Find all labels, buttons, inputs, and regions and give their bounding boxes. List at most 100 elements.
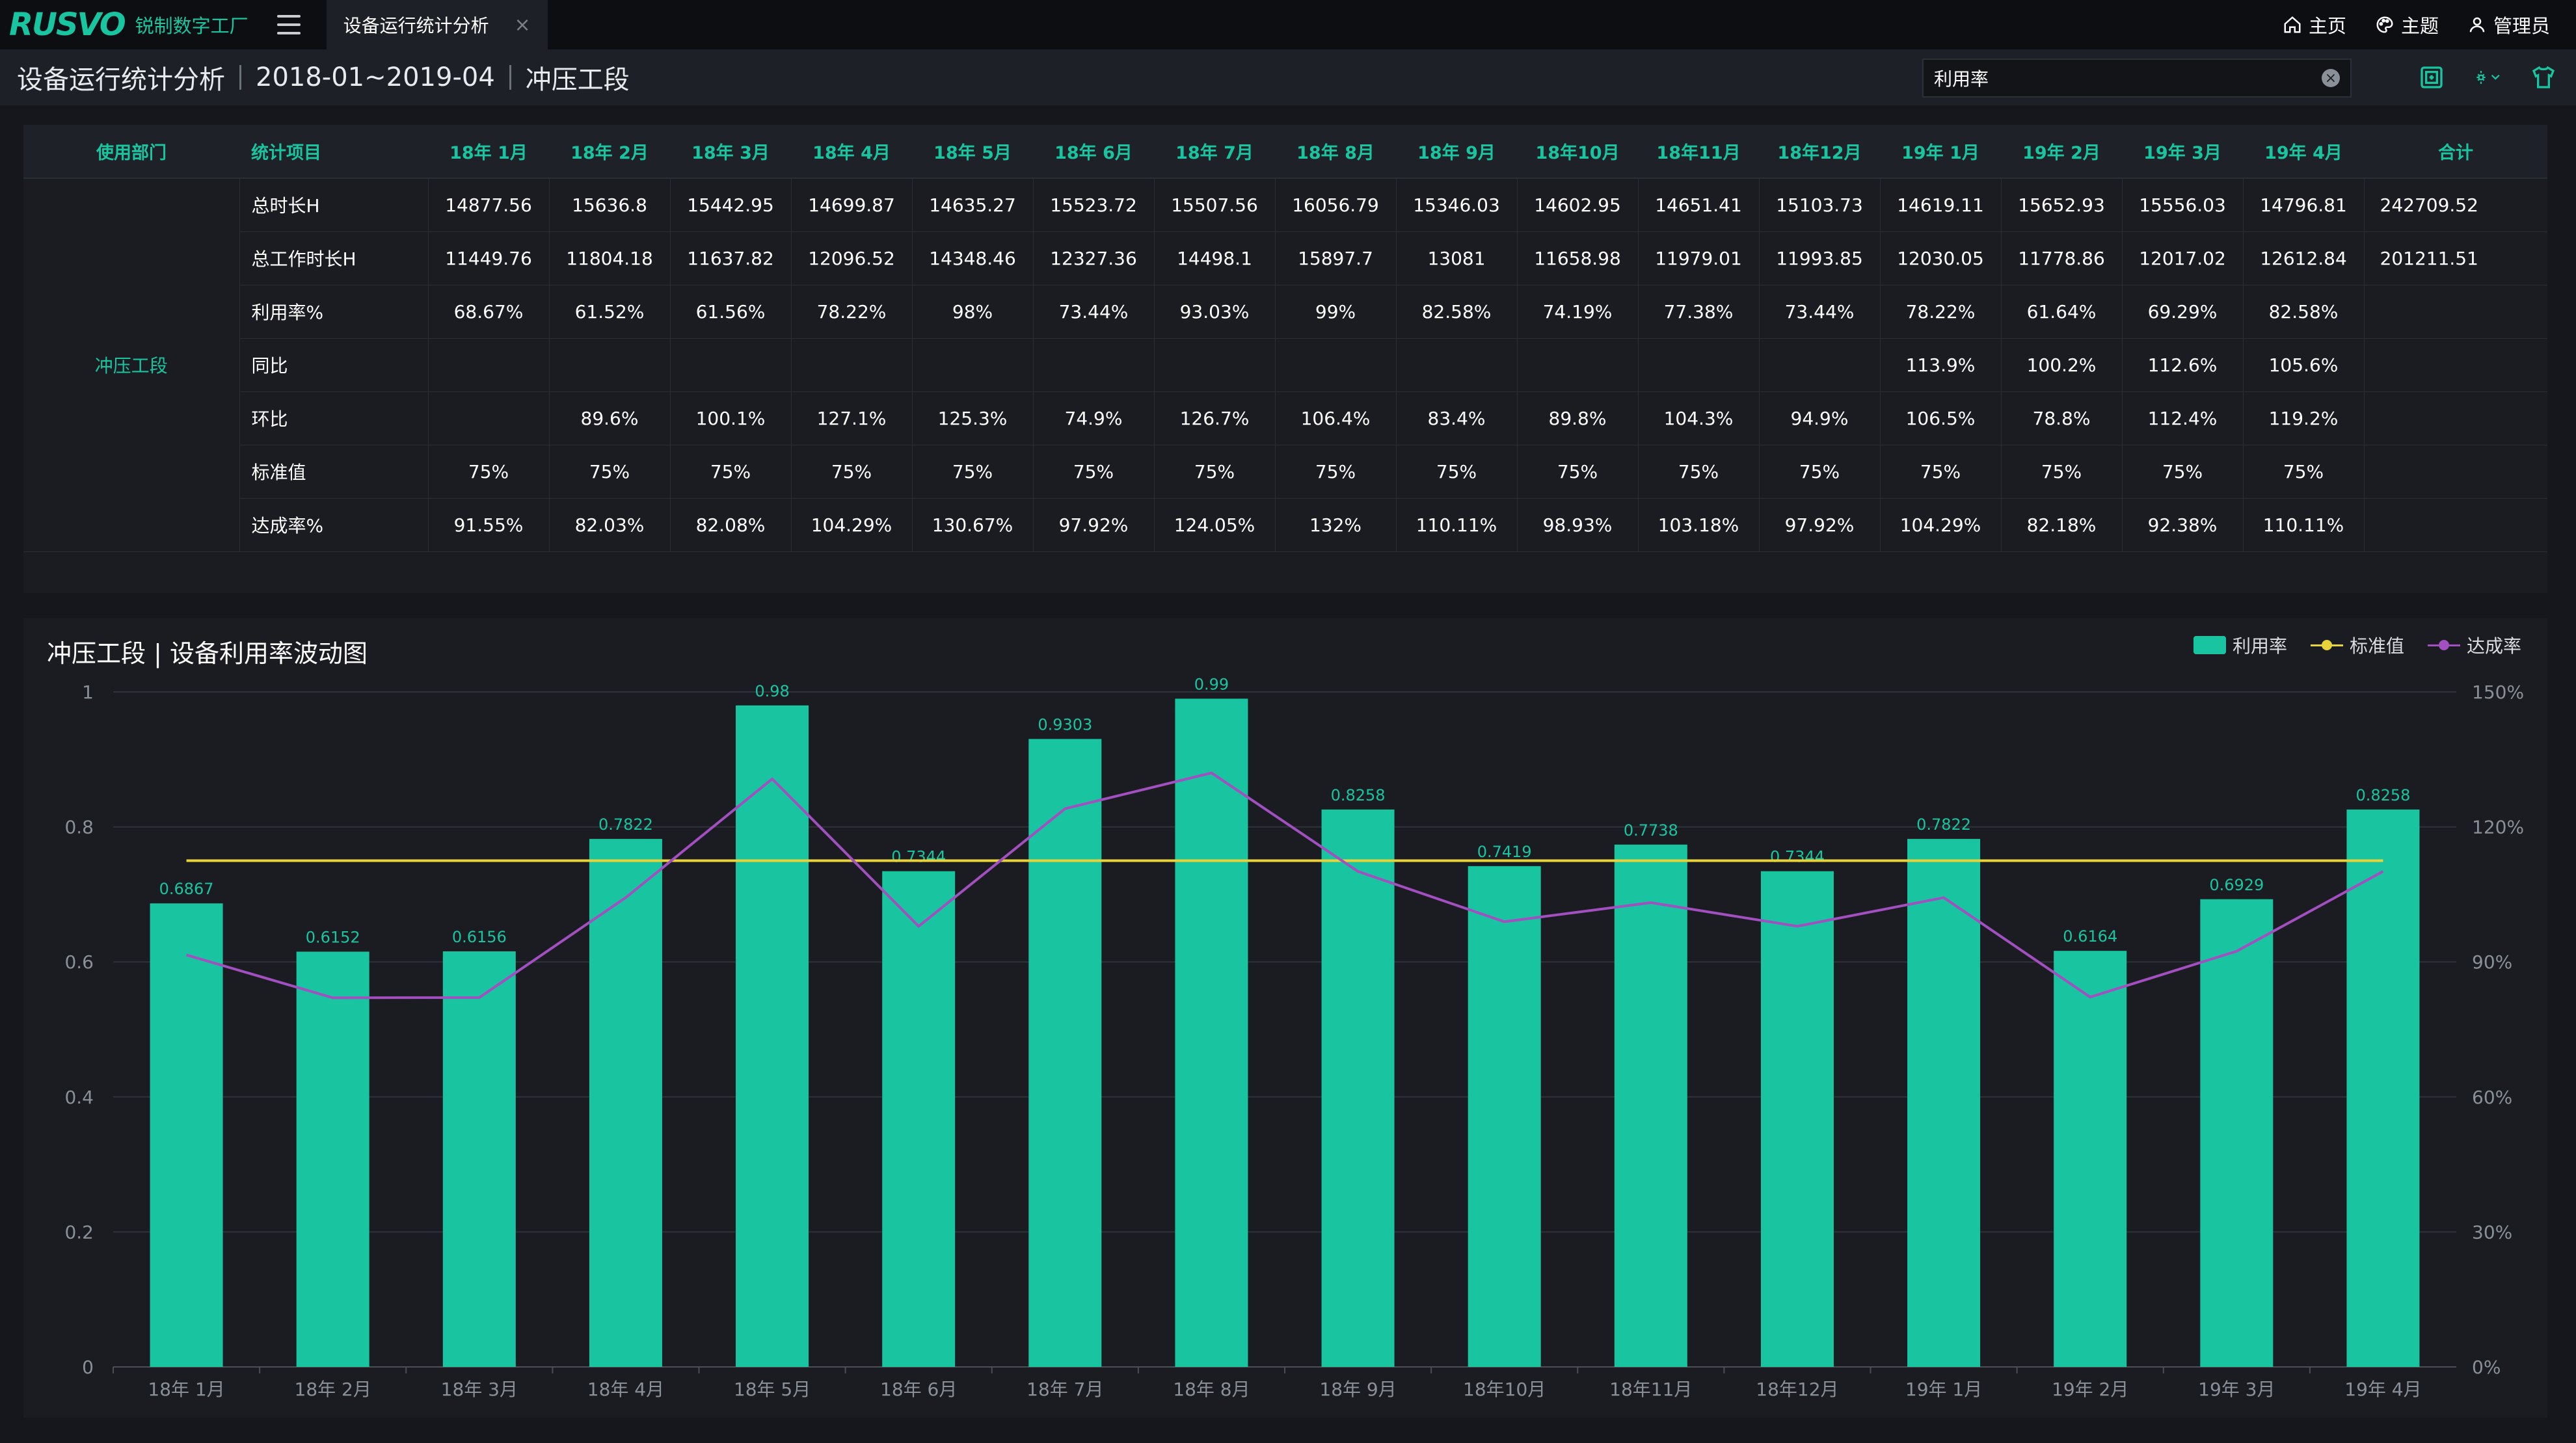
bar[interactable] xyxy=(296,951,369,1367)
column-header[interactable]: 18年 3月 xyxy=(670,125,791,179)
bar[interactable] xyxy=(589,839,662,1367)
table-row: 环比 89.6% 100.1% 127.1% 125.3% 74.9% 126.7% 106.… xyxy=(23,391,2547,445)
logo-subtitle: 锐制数字工厂 xyxy=(135,15,248,37)
table-cell: 75% xyxy=(1032,445,1154,499)
table-cell: 106.5% xyxy=(1879,391,2001,445)
date-range[interactable]: 2018-01~2019-04 xyxy=(256,62,495,92)
column-header[interactable]: 19年 1月 xyxy=(1880,125,2001,179)
table-cell: 98.93% xyxy=(1516,498,1638,552)
column-header[interactable]: 18年 8月 xyxy=(1275,125,1396,179)
column-header[interactable]: 18年12月 xyxy=(1759,125,1880,179)
table-cell: 75% xyxy=(2000,445,2122,499)
bar-value-label: 0.7419 xyxy=(1477,843,1532,861)
column-header[interactable]: 19年 2月 xyxy=(2001,125,2122,179)
title-bar: 设备运行统计分析 2018-01~2019-04 冲压工段 利用率 × xyxy=(0,49,2576,105)
bar[interactable] xyxy=(736,705,809,1367)
row-label: 环比 xyxy=(239,391,428,445)
bar-value-label: 0.8258 xyxy=(1331,786,1386,804)
column-header[interactable]: 18年 5月 xyxy=(912,125,1033,179)
bar-value-label: 0.6156 xyxy=(452,928,507,946)
legend-item-standard[interactable]: 标准值 xyxy=(2310,632,2404,658)
x-tick-label: 18年 6月 xyxy=(880,1379,957,1400)
toolbar xyxy=(2419,61,2556,94)
bar[interactable] xyxy=(1321,809,1395,1367)
logo[interactable]: RUSVO 锐制数字工厂 xyxy=(9,0,248,49)
table-cell: 14602.95 xyxy=(1516,178,1638,232)
table-cell: 75% xyxy=(1395,445,1517,499)
table-cell: 82.58% xyxy=(2242,285,2364,339)
bar-value-label: 0.6929 xyxy=(2209,876,2264,894)
y-left-tick-label: 0.4 xyxy=(64,1087,94,1108)
bar[interactable] xyxy=(442,951,516,1367)
table-cell: 75% xyxy=(669,445,791,499)
tab-close-icon[interactable]: × xyxy=(514,13,531,36)
top-nav: 主页 主题 管理员 xyxy=(2283,0,2550,49)
bar-value-label: 0.7344 xyxy=(1770,848,1825,866)
y-left-tick-label: 1 xyxy=(82,682,94,703)
x-tick-label: 18年 5月 xyxy=(734,1379,811,1400)
bar[interactable] xyxy=(1468,866,1541,1367)
legend-label: 利用率 xyxy=(2232,635,2287,657)
logo-mark: RUSVO xyxy=(9,7,126,43)
column-header[interactable]: 18年 6月 xyxy=(1033,125,1154,179)
total-cell xyxy=(2363,285,2547,339)
bar[interactable] xyxy=(2346,809,2420,1367)
bar[interactable] xyxy=(150,903,223,1367)
tab-equipment-stats[interactable]: 设备运行统计分析 × xyxy=(326,0,548,49)
bar[interactable] xyxy=(2054,951,2127,1367)
bar[interactable] xyxy=(1907,839,1981,1367)
total-cell: 201211.51 xyxy=(2363,232,2547,285)
home-link[interactable]: 主页 xyxy=(2283,11,2346,38)
clear-icon[interactable]: × xyxy=(2322,69,2340,87)
search-value: 利用率 xyxy=(1934,68,1989,90)
metric-search-input[interactable]: 利用率 × xyxy=(1922,59,2352,98)
user-menu[interactable]: 管理员 xyxy=(2467,11,2550,38)
table-cell: 77.38% xyxy=(1637,285,1759,339)
legend-swatch xyxy=(2193,636,2226,654)
table-cell: 75% xyxy=(427,445,549,499)
column-header[interactable]: 18年 7月 xyxy=(1154,125,1275,179)
column-header[interactable]: 19年 4月 xyxy=(2243,125,2364,179)
settings-dropdown-icon[interactable] xyxy=(2475,64,2501,90)
table-cell: 11778.86 xyxy=(2000,232,2122,285)
row-label: 标准值 xyxy=(239,445,428,499)
table-cell xyxy=(1274,338,1396,392)
bar[interactable] xyxy=(1614,844,1687,1367)
y-left-tick-label: 0.2 xyxy=(64,1221,94,1243)
bar[interactable] xyxy=(1175,698,1248,1367)
table-cell xyxy=(1637,338,1759,392)
table-cell: 110.11% xyxy=(1395,498,1517,552)
utilization-chart-panel: 0 0% 0.2 30% 0.4 60% 0.6 90% 0.8 120% 1 150% 0.6867 1… xyxy=(23,618,2547,1418)
column-header[interactable]: 18年 9月 xyxy=(1396,125,1517,179)
table-cell: 112.6% xyxy=(2121,338,2243,392)
shirt-icon[interactable] xyxy=(2530,64,2556,90)
table-cell: 11449.76 xyxy=(427,232,549,285)
column-header[interactable]: 18年 1月 xyxy=(428,125,549,179)
legend-item-achievement[interactable]: 达成率 xyxy=(2427,632,2521,658)
row-label: 达成率% xyxy=(239,498,428,552)
table-cell: 100.1% xyxy=(669,391,791,445)
department-cell: 冲压工段 xyxy=(23,178,239,552)
export-icon[interactable] xyxy=(2419,64,2445,90)
column-header[interactable]: 18年 2月 xyxy=(549,125,670,179)
column-header[interactable]: 19年 3月 xyxy=(2122,125,2243,179)
bar[interactable] xyxy=(882,871,956,1367)
legend-item-utilization[interactable]: 利用率 xyxy=(2193,632,2287,658)
achievement-line xyxy=(186,771,2384,1000)
hamburger-menu-icon[interactable] xyxy=(276,15,301,34)
table-cell: 11637.82 xyxy=(669,232,791,285)
table-cell xyxy=(1516,338,1638,392)
bar[interactable] xyxy=(1028,739,1102,1367)
section-name[interactable]: 冲压工段 xyxy=(525,65,630,95)
column-header[interactable]: 18年10月 xyxy=(1517,125,1638,179)
column-header[interactable]: 18年11月 xyxy=(1638,125,1759,179)
table-cell xyxy=(548,338,670,392)
table-cell: 14619.11 xyxy=(1879,178,2001,232)
bar[interactable] xyxy=(2200,899,2274,1367)
x-tick-label: 18年 8月 xyxy=(1173,1379,1250,1400)
table-cell: 12327.36 xyxy=(1032,232,1154,285)
bar[interactable] xyxy=(1760,871,1834,1367)
table-cell: 14348.46 xyxy=(911,232,1033,285)
column-header[interactable]: 18年 4月 xyxy=(791,125,912,179)
theme-link[interactable]: 主题 xyxy=(2375,11,2439,38)
